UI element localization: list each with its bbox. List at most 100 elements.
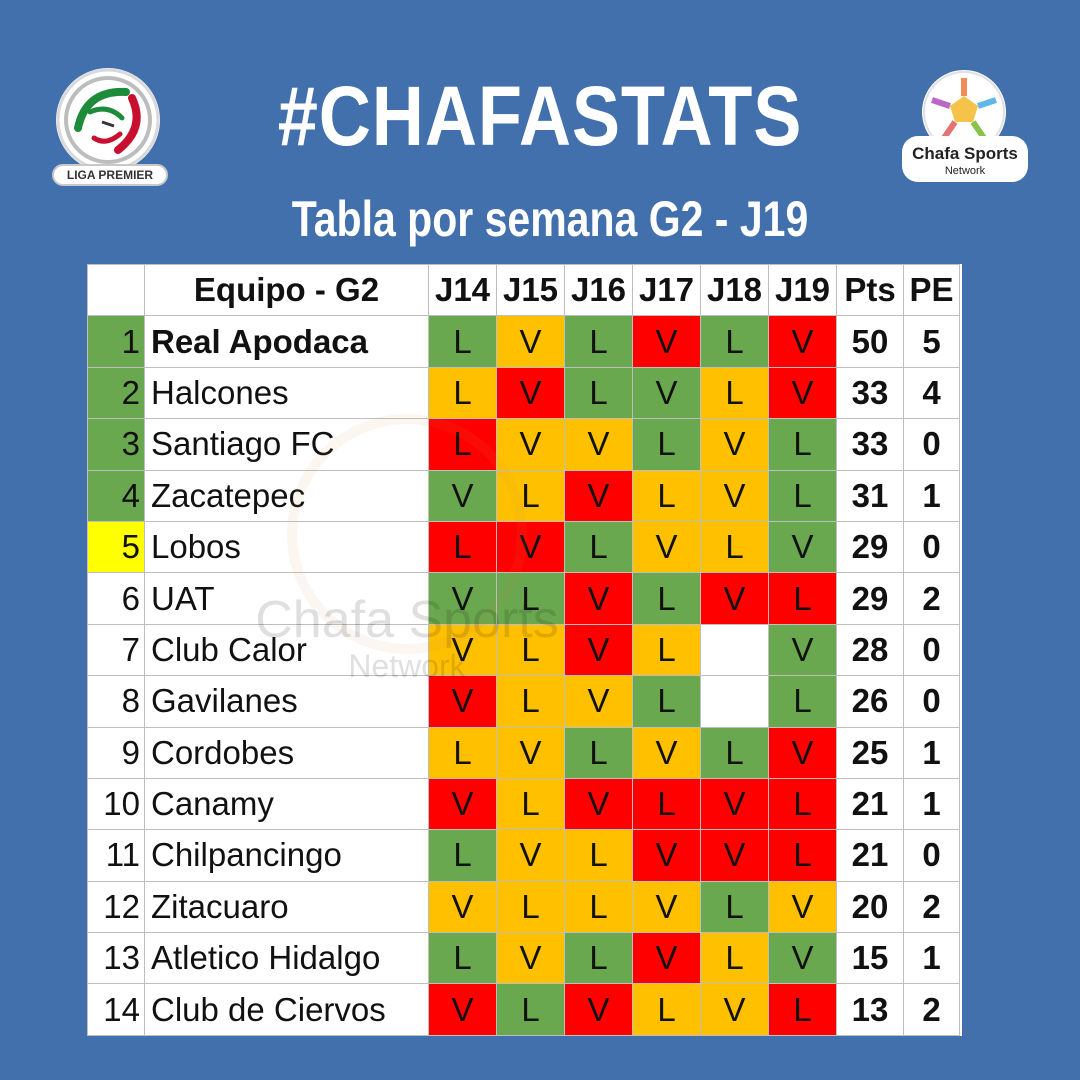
liga-premier-label: LIGA PREMIER <box>52 164 168 186</box>
team-name-cell: Real Apodaca <box>144 315 429 368</box>
pending-games-cell: 2 <box>903 572 960 625</box>
result-cell: V <box>496 315 565 368</box>
result-cell: L <box>768 418 837 471</box>
result-cell <box>700 675 769 728</box>
result-cell: L <box>496 675 565 728</box>
result-cell: V <box>632 829 701 882</box>
team-name-cell: Atletico Hidalgo <box>144 932 429 985</box>
result-cell: V <box>564 777 633 831</box>
header-team: Equipo - G2 <box>144 263 429 317</box>
points-cell: 28 <box>836 623 904 677</box>
result-cell: L <box>496 623 565 677</box>
header-pts: Pts <box>836 263 904 317</box>
rank-cell: 12 <box>87 880 145 934</box>
table-header-row: Equipo - G2 J14 J15 J16 J17 J18 J19 Pts PE <box>87 263 960 317</box>
result-cell: V <box>564 623 633 677</box>
header-pe: PE <box>903 263 960 317</box>
chafa-sports-name: Chafa Sports <box>912 144 1018 163</box>
rank-cell: 3 <box>87 418 145 471</box>
points-cell: 29 <box>836 572 904 625</box>
result-cell: V <box>428 675 497 728</box>
points-cell: 25 <box>836 726 904 779</box>
result-cell: V <box>428 777 497 831</box>
result-cell: V <box>700 983 769 1036</box>
result-cell: L <box>496 469 565 522</box>
rank-cell: 14 <box>87 983 145 1036</box>
points-cell: 21 <box>836 777 904 831</box>
header-j14: J14 <box>428 263 497 317</box>
points-cell: 26 <box>836 675 904 728</box>
points-cell: 33 <box>836 418 904 471</box>
result-cell: L <box>564 932 633 985</box>
result-cell: V <box>428 623 497 677</box>
team-name-cell: Zitacuaro <box>144 880 429 934</box>
result-cell: L <box>428 418 497 471</box>
result-cell: V <box>700 469 769 522</box>
table-row: 13 Atletico Hidalgo L V L V L V 15 1 <box>87 932 960 985</box>
result-cell: V <box>768 623 837 677</box>
rank-cell: 6 <box>87 572 145 625</box>
pending-games-cell: 0 <box>903 829 960 882</box>
result-cell: V <box>496 726 565 779</box>
table-row: 10 Canamy V L V L V L 21 1 <box>87 777 960 831</box>
team-name-cell: Chilpancingo <box>144 829 429 882</box>
table-row: 9 Cordobes L V L V L V 25 1 <box>87 726 960 779</box>
result-cell: V <box>700 829 769 882</box>
result-cell: V <box>564 469 633 522</box>
result-cell: V <box>428 572 497 625</box>
result-cell: V <box>564 675 633 728</box>
pending-games-cell: 2 <box>903 983 960 1036</box>
result-cell: L <box>700 726 769 779</box>
result-cell: L <box>564 315 633 368</box>
header-j18: J18 <box>700 263 769 317</box>
result-cell: V <box>564 983 633 1036</box>
result-cell: V <box>632 880 701 934</box>
table-row: 5 Lobos L V L V L V 29 0 <box>87 520 960 574</box>
result-cell: V <box>496 829 565 882</box>
team-name-cell: Cordobes <box>144 726 429 779</box>
pending-games-cell: 1 <box>903 932 960 985</box>
pending-games-cell: 0 <box>903 623 960 677</box>
points-cell: 13 <box>836 983 904 1036</box>
team-name-cell: Club Calor <box>144 623 429 677</box>
pending-games-cell: 1 <box>903 777 960 831</box>
result-cell: V <box>700 777 769 831</box>
team-name-cell: UAT <box>144 572 429 625</box>
result-cell: V <box>632 520 701 574</box>
result-cell: L <box>632 675 701 728</box>
result-cell: V <box>632 932 701 985</box>
result-cell: L <box>632 983 701 1036</box>
rank-cell: 1 <box>87 315 145 368</box>
result-cell: V <box>700 572 769 625</box>
team-name-cell: Canamy <box>144 777 429 831</box>
result-cell: L <box>564 829 633 882</box>
result-cell: L <box>768 777 837 831</box>
liga-premier-emblem <box>56 68 160 172</box>
rank-cell: 2 <box>87 366 145 420</box>
pending-games-cell: 2 <box>903 880 960 934</box>
result-cell: L <box>564 520 633 574</box>
chafa-sports-label: Chafa Sports Network <box>902 136 1028 182</box>
table-row: 4 Zacatepec V L V L V L 31 1 <box>87 469 960 522</box>
result-cell: V <box>428 983 497 1036</box>
result-cell: V <box>768 366 837 420</box>
pending-games-cell: 5 <box>903 315 960 368</box>
result-cell: V <box>768 880 837 934</box>
rank-cell: 13 <box>87 932 145 985</box>
rank-cell: 9 <box>87 726 145 779</box>
points-cell: 15 <box>836 932 904 985</box>
header-blank <box>87 263 145 317</box>
result-cell: L <box>564 366 633 420</box>
result-cell: V <box>768 315 837 368</box>
pending-games-cell: 1 <box>903 726 960 779</box>
result-cell <box>700 623 769 677</box>
header-j15: J15 <box>496 263 565 317</box>
result-cell: L <box>496 983 565 1036</box>
result-cell: L <box>428 366 497 420</box>
team-name-cell: Halcones <box>144 366 429 420</box>
result-cell: L <box>700 520 769 574</box>
result-cell: L <box>496 777 565 831</box>
result-cell: V <box>564 418 633 471</box>
result-cell: V <box>564 572 633 625</box>
result-cell: L <box>768 675 837 728</box>
